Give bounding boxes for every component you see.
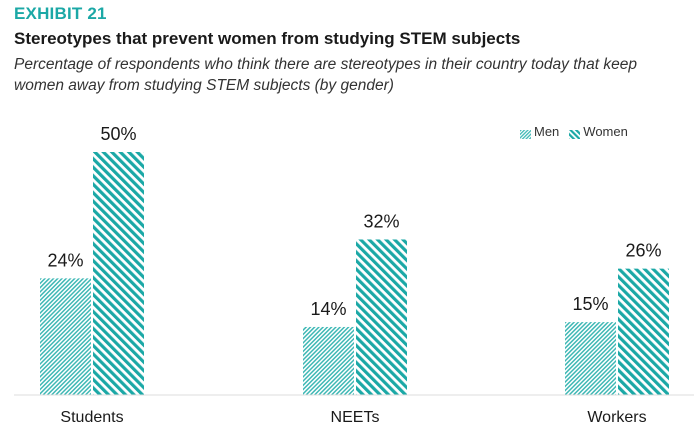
- bar-women-workers: [618, 268, 669, 395]
- chart-subtitle: Percentage of respondents who think ther…: [14, 56, 637, 94]
- legend-label-men: Men: [534, 124, 560, 139]
- bar-men-students: [40, 278, 91, 395]
- bar-men-workers: [565, 322, 616, 395]
- chart-title: Stereotypes that prevent women from stud…: [14, 29, 521, 48]
- data-label-men-workers: 15%: [572, 294, 608, 314]
- bar-women-students: [93, 152, 144, 395]
- legend-item-women: Women: [569, 124, 628, 139]
- data-label-women-students: 50%: [100, 124, 136, 144]
- legend-item-men: Men: [520, 124, 559, 139]
- legend-label-women: Women: [583, 124, 628, 139]
- legend-swatch-women: [569, 127, 581, 139]
- legend-swatch-men: [520, 127, 531, 139]
- data-label-women-neets: 32%: [363, 211, 399, 231]
- bar-women-neets: [356, 239, 407, 395]
- data-label-men-students: 24%: [47, 250, 83, 270]
- bar-men-neets: [303, 326, 354, 395]
- category-label-students: Students: [60, 409, 123, 426]
- data-label-men-neets: 14%: [310, 299, 346, 319]
- exhibit-label: EXHIBIT 21: [14, 4, 107, 23]
- category-label-workers: Workers: [587, 409, 646, 426]
- chart-legend: Men Women: [520, 124, 638, 139]
- category-label-neets: NEETs: [331, 409, 380, 426]
- data-label-women-workers: 26%: [625, 241, 661, 261]
